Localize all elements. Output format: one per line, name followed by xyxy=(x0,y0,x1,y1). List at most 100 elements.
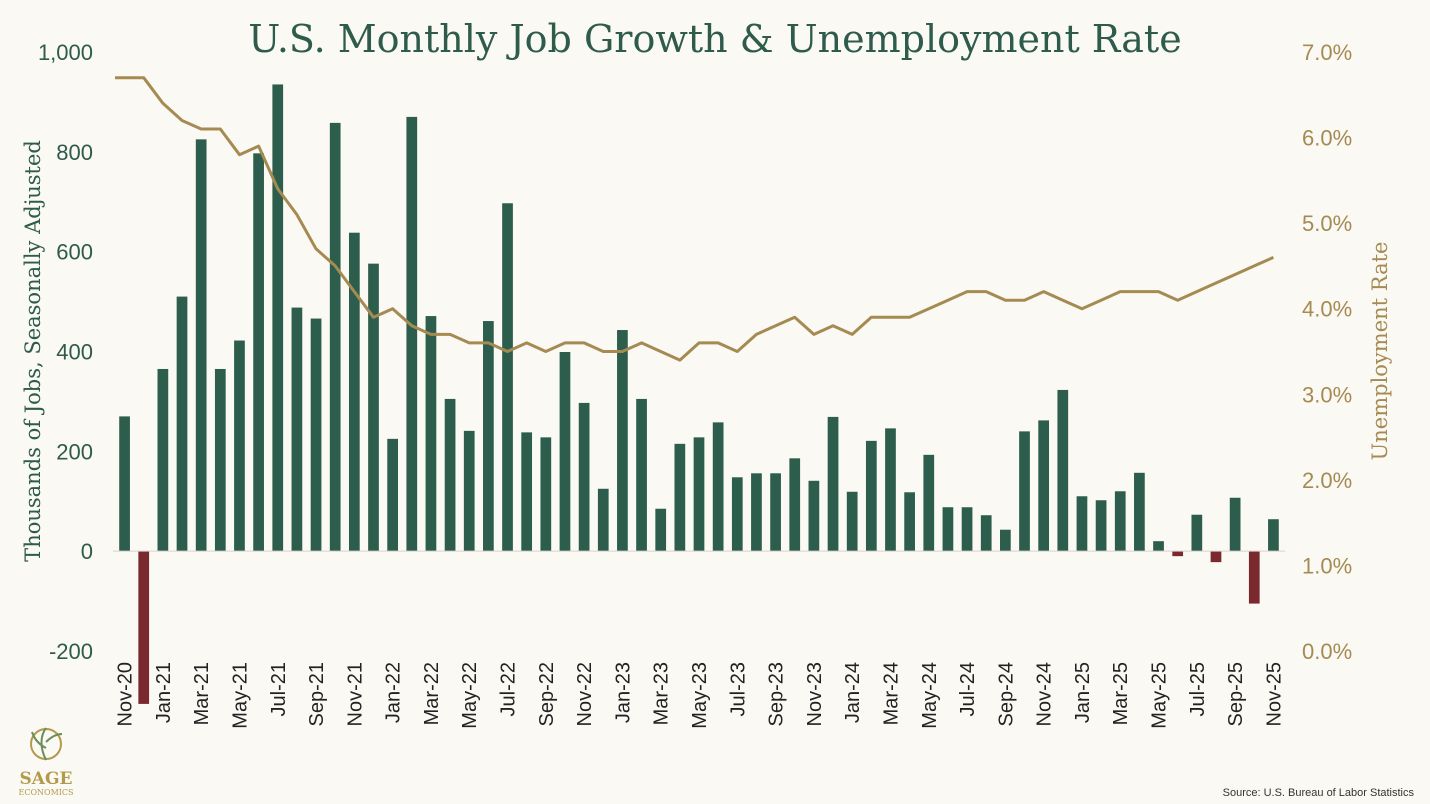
job-bar xyxy=(942,507,954,552)
x-tick-label: Nov-20 xyxy=(115,662,137,726)
job-bar xyxy=(368,263,379,552)
logo-sprig-icon xyxy=(31,727,63,761)
job-bar xyxy=(789,458,801,552)
job-bar xyxy=(502,203,513,552)
job-bar xyxy=(693,437,705,552)
job-bar xyxy=(348,232,360,552)
left-tick-label: 600 xyxy=(56,240,93,265)
sage-logo: SAGE ECONOMICS xyxy=(18,727,74,797)
job-bar xyxy=(961,507,973,552)
x-tick-label: Jan-25 xyxy=(1072,662,1094,723)
job-bar xyxy=(253,153,264,552)
job-bar xyxy=(1019,431,1030,552)
x-tick-label: Jul-22 xyxy=(498,662,520,716)
job-bar xyxy=(195,139,207,552)
job-bar xyxy=(770,473,781,552)
right-tick-label: 3.0% xyxy=(1302,382,1352,407)
x-tick-label: Mar-25 xyxy=(1110,662,1132,725)
job-bar xyxy=(425,316,437,552)
job-bar xyxy=(655,508,667,552)
chart-title: U.S. Monthly Job Growth & Unemployment R… xyxy=(248,17,1181,61)
job-bar xyxy=(1134,472,1145,552)
left-tick-label: 800 xyxy=(56,140,93,165)
x-tick-label: Mar-21 xyxy=(191,662,213,725)
right-axis-ticks: 7.0% 6.0% 5.0% 4.0% 3.0% 2.0% 1.0% 0.0% xyxy=(1302,40,1352,664)
job-bar xyxy=(1229,497,1241,552)
right-tick-label: 4.0% xyxy=(1302,297,1352,322)
x-tick-label: Nov-21 xyxy=(344,662,366,726)
job-bar xyxy=(731,477,743,552)
x-tick-label: May-21 xyxy=(230,662,252,729)
job-bar xyxy=(1114,491,1126,552)
job-bar xyxy=(617,330,628,552)
right-tick-label: 1.0% xyxy=(1302,553,1352,578)
job-bar xyxy=(387,438,399,552)
job-bar xyxy=(808,480,820,552)
right-tick-label: 2.0% xyxy=(1302,468,1352,493)
job-bar xyxy=(578,402,590,552)
x-tick-label: May-24 xyxy=(919,662,941,729)
job-bar xyxy=(885,428,896,552)
logo-leaf-icon xyxy=(30,728,62,760)
x-tick-label: May-25 xyxy=(1149,662,1171,729)
job-bar xyxy=(291,307,303,552)
x-tick-label: May-22 xyxy=(459,662,481,729)
job-bar xyxy=(1210,551,1222,563)
job-bar xyxy=(712,422,724,552)
job-bar xyxy=(846,491,858,552)
job-bar xyxy=(272,84,284,552)
job-growth-bars xyxy=(119,84,1279,704)
left-tick-label: 0 xyxy=(81,539,93,564)
left-tick-label: -200 xyxy=(49,639,93,664)
x-tick-label: Mar-22 xyxy=(421,662,443,725)
job-bar xyxy=(310,318,322,552)
job-bar xyxy=(1268,519,1279,552)
x-tick-label: Jan-23 xyxy=(612,662,634,723)
job-bar xyxy=(923,454,935,552)
job-bar xyxy=(827,416,839,552)
job-bar xyxy=(234,340,245,552)
job-bar xyxy=(214,368,226,552)
x-tick-label: Sep-24 xyxy=(995,662,1017,727)
job-bar xyxy=(119,416,130,552)
right-tick-label: 0.0% xyxy=(1302,639,1352,664)
x-tick-label: Sep-23 xyxy=(766,662,788,727)
left-tick-label: 1,000 xyxy=(38,40,93,65)
x-tick-label: Jul-23 xyxy=(727,662,749,716)
x-tick-label: Jan-21 xyxy=(153,662,175,723)
job-bar xyxy=(483,321,494,552)
right-axis-label: Unemployment Rate xyxy=(1368,242,1392,461)
x-tick-label: Mar-24 xyxy=(881,662,903,725)
job-bar xyxy=(1172,551,1184,557)
x-tick-label: Jan-22 xyxy=(383,662,405,723)
job-bar xyxy=(463,430,475,552)
x-tick-label: Jul-21 xyxy=(268,662,290,716)
x-axis-ticks: Nov-20 Jan-21 Mar-21 May-21 Jul-21 Sep-21 Nov-… xyxy=(115,662,1286,729)
x-tick-label: Nov-24 xyxy=(1034,662,1056,726)
x-tick-label: Sep-21 xyxy=(306,662,328,727)
job-bar xyxy=(865,440,877,552)
job-bar xyxy=(157,368,169,552)
job-bar xyxy=(674,443,686,552)
job-bar xyxy=(521,432,533,552)
job-bar xyxy=(1038,420,1050,552)
job-bar xyxy=(1095,500,1107,552)
job-bar xyxy=(138,551,150,704)
job-bar xyxy=(980,515,992,552)
right-tick-label: 7.0% xyxy=(1302,40,1352,65)
job-bar xyxy=(176,296,188,552)
job-bar xyxy=(1191,514,1203,552)
job-bar xyxy=(999,529,1011,552)
logo-subtext: ECONOMICS xyxy=(18,788,73,797)
job-bar xyxy=(329,122,341,552)
job-bar xyxy=(540,437,552,552)
job-bar xyxy=(1153,541,1164,552)
source-note: Source: U.S. Bureau of Labor Statistics xyxy=(1223,787,1415,799)
right-tick-label: 5.0% xyxy=(1302,211,1352,236)
x-tick-label: Jul-25 xyxy=(1187,662,1209,716)
job-bar xyxy=(1057,389,1069,552)
job-bar xyxy=(636,398,647,552)
job-bar xyxy=(444,398,456,552)
unemployment-rate-line xyxy=(115,76,1275,362)
x-tick-label: May-23 xyxy=(689,662,711,729)
